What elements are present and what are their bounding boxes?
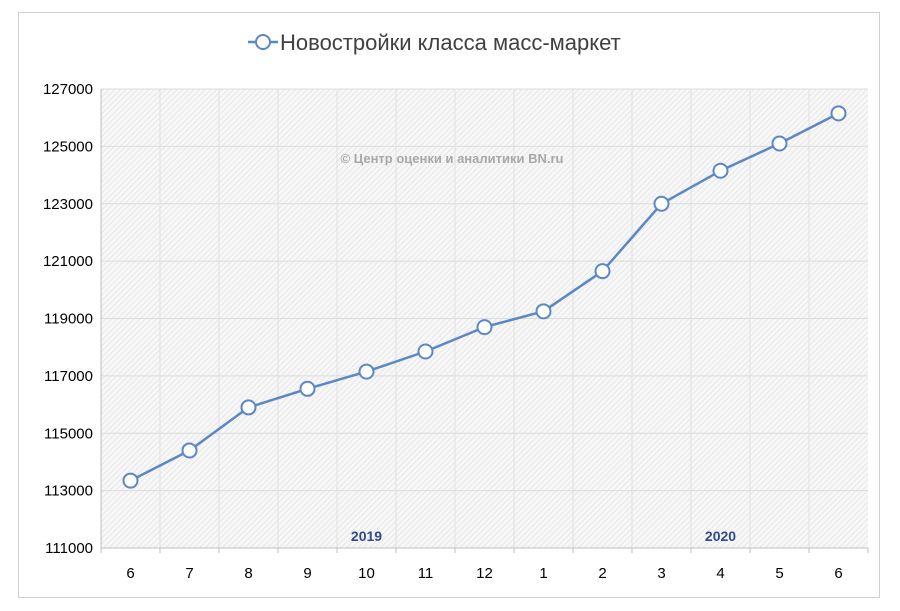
x-tick-label: 9	[303, 565, 311, 582]
y-tick-label: 121000	[43, 253, 93, 270]
x-tick-label: 11	[418, 565, 434, 582]
y-tick-label: 111000	[45, 540, 93, 557]
data-point-marker	[358, 363, 375, 380]
data-point-marker	[653, 195, 670, 212]
chart-legend: Новостройки класса масс-маркет	[248, 30, 621, 55]
x-tick-label: 8	[244, 565, 252, 582]
y-tick-label: 115000	[44, 425, 93, 442]
year-label: 2020	[705, 528, 736, 544]
y-tick-label: 127000	[43, 81, 93, 98]
data-point-marker	[712, 162, 729, 179]
x-tick-label: 5	[775, 565, 783, 582]
legend-marker-icon	[255, 34, 271, 50]
x-tick-label: 7	[185, 565, 193, 582]
data-point-marker	[830, 105, 847, 122]
x-tick-label: 6	[126, 565, 134, 582]
x-tick-label: 4	[716, 565, 724, 582]
y-tick-label: 123000	[43, 196, 93, 213]
y-axis: 111000 113000 115000 117000 119000 121000 1230…	[43, 81, 102, 557]
data-point-marker	[771, 135, 788, 152]
x-tick-label: 1	[539, 565, 547, 582]
year-labels: 2019 2020	[351, 528, 736, 544]
year-label: 2019	[351, 528, 382, 544]
data-point-marker	[299, 380, 316, 397]
data-point-marker	[181, 442, 198, 459]
series-line	[122, 105, 847, 489]
data-point-marker	[476, 319, 493, 336]
y-tick-label: 113000	[44, 483, 93, 500]
y-tick-label: 117000	[44, 368, 93, 385]
data-point-marker	[240, 399, 257, 416]
y-tick-label: 125000	[43, 138, 93, 155]
x-tick-label: 10	[358, 565, 375, 582]
y-tick-label: 119000	[44, 311, 93, 328]
data-point-marker	[417, 343, 434, 360]
x-tick-label: 12	[476, 565, 493, 582]
data-point-marker	[594, 263, 611, 280]
x-tick-label: 2	[598, 565, 606, 582]
chart-title: Новостройки класса масс-маркет	[280, 30, 621, 55]
watermark-text: © Центр оценки и аналитики BN.ru	[341, 151, 564, 166]
x-tick-label: 3	[657, 565, 665, 582]
x-axis: 6 7 8 9 10 11 12 1 2 3 4 5 6	[100, 547, 869, 582]
data-point-marker	[122, 472, 139, 489]
x-tick-label: 6	[834, 565, 842, 582]
data-point-marker	[535, 303, 552, 320]
